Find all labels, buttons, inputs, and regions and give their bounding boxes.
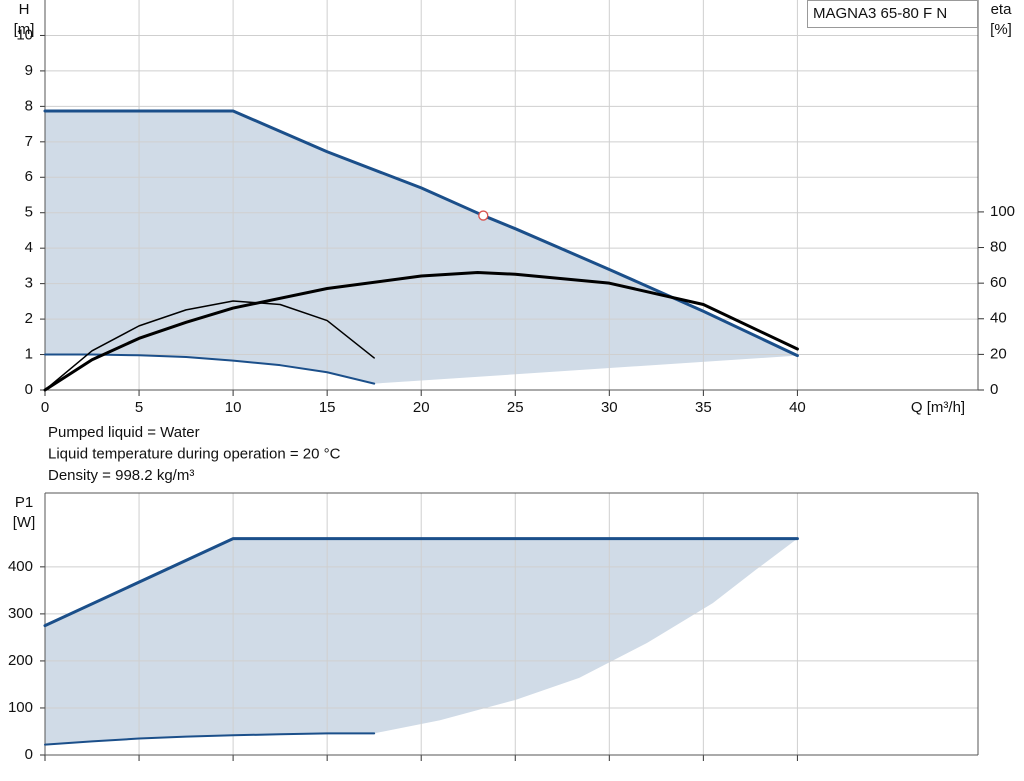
annotation: Density = 998.2 kg/m³ xyxy=(48,467,194,484)
title-box xyxy=(807,0,978,28)
y-axis-label: [m] xyxy=(14,21,35,38)
y-tick-label: 300 xyxy=(8,605,33,622)
x-tick-label: 15 xyxy=(319,399,336,416)
x-tick-label: 25 xyxy=(507,399,524,416)
y-tick-label: 400 xyxy=(8,558,33,575)
x-axis-label: Q [m³/h] xyxy=(911,399,965,416)
y2-tick-label: 60 xyxy=(990,274,1007,291)
x-tick-label: 40 xyxy=(789,399,806,416)
curve xyxy=(44,732,376,746)
y-tick-label: 100 xyxy=(8,699,33,716)
y-tick-label: 0 xyxy=(25,746,33,763)
curve xyxy=(43,270,799,392)
x-tick-label: 0 xyxy=(41,399,49,416)
y-tick-label: 1 xyxy=(25,346,33,363)
y-tick-label: 3 xyxy=(25,275,33,292)
curve xyxy=(43,537,799,628)
y-axis-label: [W] xyxy=(13,514,36,531)
curve xyxy=(44,300,375,391)
y-axis-label: H xyxy=(19,1,30,18)
y2-tick-label: 80 xyxy=(990,239,1007,256)
y-tick-label: 0 xyxy=(25,381,33,398)
chart-title: MAGNA3 65-80 F N xyxy=(813,5,947,22)
y-tick-label: 9 xyxy=(25,62,33,79)
y2-tick-label: 0 xyxy=(990,381,998,398)
x-tick-label: 5 xyxy=(135,399,143,416)
y2-tick-label: 40 xyxy=(990,310,1007,327)
x-tick-label: 20 xyxy=(413,399,430,416)
y-tick-label: 7 xyxy=(25,133,33,150)
y2-axis-label: [%] xyxy=(990,21,1012,38)
operating-point xyxy=(478,210,489,221)
annotation: Liquid temperature during operation = 20… xyxy=(48,445,341,462)
y-tick-label: 200 xyxy=(8,652,33,669)
y-tick-label: 10 xyxy=(16,26,33,43)
y-tick-label: 8 xyxy=(25,97,33,114)
y-tick-label: 5 xyxy=(25,204,33,221)
y-axis-label: P1 xyxy=(15,494,33,511)
y-tick-label: 6 xyxy=(25,168,33,185)
y2-tick-label: 20 xyxy=(990,345,1007,362)
x-tick-label: 35 xyxy=(695,399,712,416)
annotation: Pumped liquid = Water xyxy=(48,424,200,441)
y2-tick-label: 100 xyxy=(990,203,1015,220)
x-tick-label: 10 xyxy=(225,399,242,416)
y2-axis-label: eta xyxy=(991,1,1013,18)
y-tick-label: 2 xyxy=(25,310,33,327)
x-tick-label: 30 xyxy=(601,399,618,416)
y-tick-label: 4 xyxy=(25,239,33,256)
